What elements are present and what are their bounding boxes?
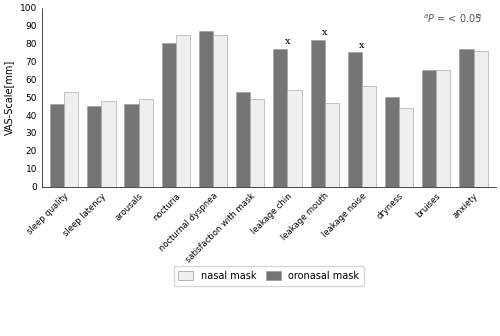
Bar — [213, 35, 227, 186]
Text: x: x — [284, 37, 290, 46]
Bar — [310, 40, 324, 186]
Bar — [64, 92, 78, 186]
Bar — [199, 31, 213, 186]
Bar — [324, 102, 339, 186]
Bar — [50, 104, 64, 186]
Bar — [460, 49, 473, 186]
Bar — [87, 106, 102, 186]
Bar — [138, 99, 152, 186]
Bar — [474, 51, 488, 186]
Bar — [102, 101, 116, 186]
Bar — [399, 108, 413, 186]
Bar — [176, 35, 190, 186]
Bar — [288, 90, 302, 186]
Text: $^a$: $^a$ — [476, 13, 482, 23]
Text: x: x — [322, 28, 328, 37]
Text: $^a$$\it{P}$ = < 0.05: $^a$$\it{P}$ = < 0.05 — [423, 13, 482, 26]
Y-axis label: VAS-Scale[mm]: VAS-Scale[mm] — [4, 59, 14, 135]
Bar — [162, 43, 176, 186]
Bar — [124, 104, 138, 186]
Bar — [236, 92, 250, 186]
Bar — [250, 99, 264, 186]
Text: x: x — [359, 41, 364, 50]
Bar — [422, 70, 436, 186]
Bar — [348, 52, 362, 186]
Legend: nasal mask, oronasal mask: nasal mask, oronasal mask — [174, 266, 364, 286]
Bar — [385, 97, 399, 186]
Bar — [362, 86, 376, 186]
Bar — [274, 49, 287, 186]
Bar — [436, 70, 450, 186]
